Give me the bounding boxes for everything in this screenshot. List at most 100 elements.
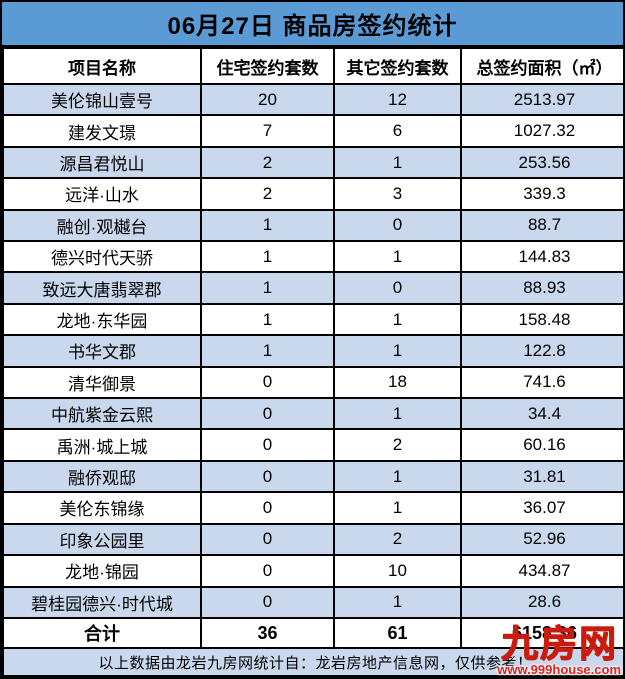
col-header-other-count: 其它签约套数 (333, 47, 462, 85)
residential-count-cell: 2 (200, 145, 335, 180)
other-count-cell: 1 (333, 334, 462, 368)
total-area-cell: 31.81 (460, 459, 623, 494)
table-row: 源昌君悦山 2 1 253.56 (2, 145, 623, 180)
footer-note-row: 以上数据由龙岩九房网统计自：龙岩房地产信息网，仅供参考！ (2, 647, 623, 677)
residential-count-cell: 0 (200, 554, 335, 588)
total-area-cell: 741.6 (460, 365, 623, 400)
project-name-cell: 龙地·东华园 (2, 302, 202, 337)
table-row: 致远大唐翡翠郡 1 0 88.93 (2, 271, 623, 305)
project-name-cell: 融创·观樾台 (2, 208, 202, 243)
residential-count-cell: 0 (200, 585, 335, 619)
page-title: 06月27日 商品房签约统计 (2, 2, 623, 47)
residential-count-cell: 0 (200, 522, 335, 557)
table-row: 建发文璟 7 6 1027.32 (2, 114, 623, 148)
total-area-cell: 339.3 (460, 177, 623, 211)
residential-count-cell: 0 (200, 397, 335, 431)
col-header-project-name: 项目名称 (2, 47, 202, 85)
residential-count-cell: 0 (200, 365, 335, 400)
residential-count-cell: 1 (200, 208, 335, 243)
other-count-cell: 1 (333, 397, 462, 431)
other-count-cell: 1 (333, 585, 462, 619)
other-count-cell: 2 (333, 522, 462, 557)
total-area-cell: 34.4 (460, 397, 623, 431)
other-count-cell: 1 (333, 145, 462, 180)
other-count-cell: 0 (333, 208, 462, 243)
table-row: 清华御景 0 18 741.6 (2, 365, 623, 400)
other-count-cell: 10 (333, 554, 462, 588)
other-count-cell: 6 (333, 114, 462, 148)
jiufang-watermark: 九房网 www.999house.com (497, 625, 621, 676)
signing-stats-table: 项目名称 住宅签约套数 其它签约套数 总签约面积（㎡） 美伦锦山壹号 20 12… (2, 47, 623, 677)
project-name-cell: 远洋·山水 (2, 177, 202, 211)
table-row: 美伦锦山壹号 20 12 2513.97 (2, 82, 623, 117)
residential-count-cell: 0 (200, 491, 335, 525)
project-name-cell: 中航紫金云熙 (2, 397, 202, 431)
total-area-cell: 28.6 (460, 585, 623, 619)
table-row: 龙地·锦园 0 10 434.87 (2, 554, 623, 588)
col-header-total-area: 总签约面积（㎡） (460, 47, 623, 85)
table-row: 禹洲·城上城 0 2 60.16 (2, 428, 623, 462)
table-row: 远洋·山水 2 3 339.3 (2, 177, 623, 211)
total-area-cell: 144.83 (460, 240, 623, 274)
residential-count-cell: 1 (200, 240, 335, 274)
total-area-cell: 52.96 (460, 522, 623, 557)
project-name-cell: 碧桂园德兴·时代城 (2, 585, 202, 619)
watermark-url: www.999house.com (497, 662, 621, 677)
total-area-cell: 88.93 (460, 271, 623, 305)
table-row: 融侨观邸 0 1 31.81 (2, 459, 623, 494)
other-count-cell: 3 (333, 177, 462, 211)
residential-count-cell: 7 (200, 114, 335, 148)
other-count-cell: 12 (333, 82, 462, 117)
project-name-cell: 建发文璟 (2, 114, 202, 148)
residential-count-cell: 20 (200, 82, 335, 117)
residential-count-cell: 0 (200, 428, 335, 462)
other-count-cell: 1 (333, 491, 462, 525)
project-name-cell: 源昌君悦山 (2, 145, 202, 180)
total-area-cell: 60.16 (460, 428, 623, 462)
total-area-cell: 2513.97 (460, 82, 623, 117)
footer-note: 以上数据由龙岩九房网统计自：龙岩房地产信息网，仅供参考！ (2, 647, 623, 677)
residential-count-cell: 2 (200, 177, 335, 211)
other-count-cell: 18 (333, 365, 462, 400)
project-name-cell: 致远大唐翡翠郡 (2, 271, 202, 305)
residential-count-cell: 1 (200, 334, 335, 368)
total-area-cell: 36.07 (460, 491, 623, 525)
other-count-cell: 1 (333, 240, 462, 274)
table-row: 融创·观樾台 1 0 88.7 (2, 208, 623, 243)
jiufang-logo-watermark: 九房网 (500, 623, 618, 664)
total-area-cell: 1027.32 (460, 114, 623, 148)
total-other-cell: 61 (333, 617, 462, 649)
total-area-cell: 434.87 (460, 554, 623, 588)
total-area-cell: 253.56 (460, 145, 623, 180)
other-count-cell: 1 (333, 302, 462, 337)
total-area-cell: 88.7 (460, 208, 623, 243)
other-count-cell: 2 (333, 428, 462, 462)
project-name-cell: 印象公园里 (2, 522, 202, 557)
total-residential-cell: 36 (200, 617, 335, 649)
project-name-cell: 融侨观邸 (2, 459, 202, 494)
project-name-cell: 清华御景 (2, 365, 202, 400)
residential-count-cell: 1 (200, 302, 335, 337)
table-row: 印象公园里 0 2 52.96 (2, 522, 623, 557)
table-row: 中航紫金云熙 0 1 34.4 (2, 397, 623, 431)
table-row: 德兴时代天骄 1 1 144.83 (2, 240, 623, 274)
project-name-cell: 美伦锦山壹号 (2, 82, 202, 117)
table-row: 龙地·东华园 1 1 158.48 (2, 302, 623, 337)
total-area-cell: 122.8 (460, 334, 623, 368)
col-header-residential-count: 住宅签约套数 (200, 47, 335, 85)
table-row: 碧桂园德兴·时代城 0 1 28.6 (2, 585, 623, 619)
project-name-cell: 书华文郡 (2, 334, 202, 368)
table-row: 美伦东锦缘 0 1 36.07 (2, 491, 623, 525)
residential-count-cell: 0 (200, 459, 335, 494)
table-row: 书华文郡 1 1 122.8 (2, 334, 623, 368)
total-row: 合计 36 61 6158.36 (2, 617, 623, 649)
project-name-cell: 禹洲·城上城 (2, 428, 202, 462)
header-row: 项目名称 住宅签约套数 其它签约套数 总签约面积（㎡） (2, 47, 623, 85)
project-name-cell: 龙地·锦园 (2, 554, 202, 588)
total-area-sum-cell: 6158.36 (460, 617, 623, 649)
residential-count-cell: 1 (200, 271, 335, 305)
other-count-cell: 1 (333, 459, 462, 494)
total-label-cell: 合计 (2, 617, 202, 649)
total-area-cell: 158.48 (460, 302, 623, 337)
